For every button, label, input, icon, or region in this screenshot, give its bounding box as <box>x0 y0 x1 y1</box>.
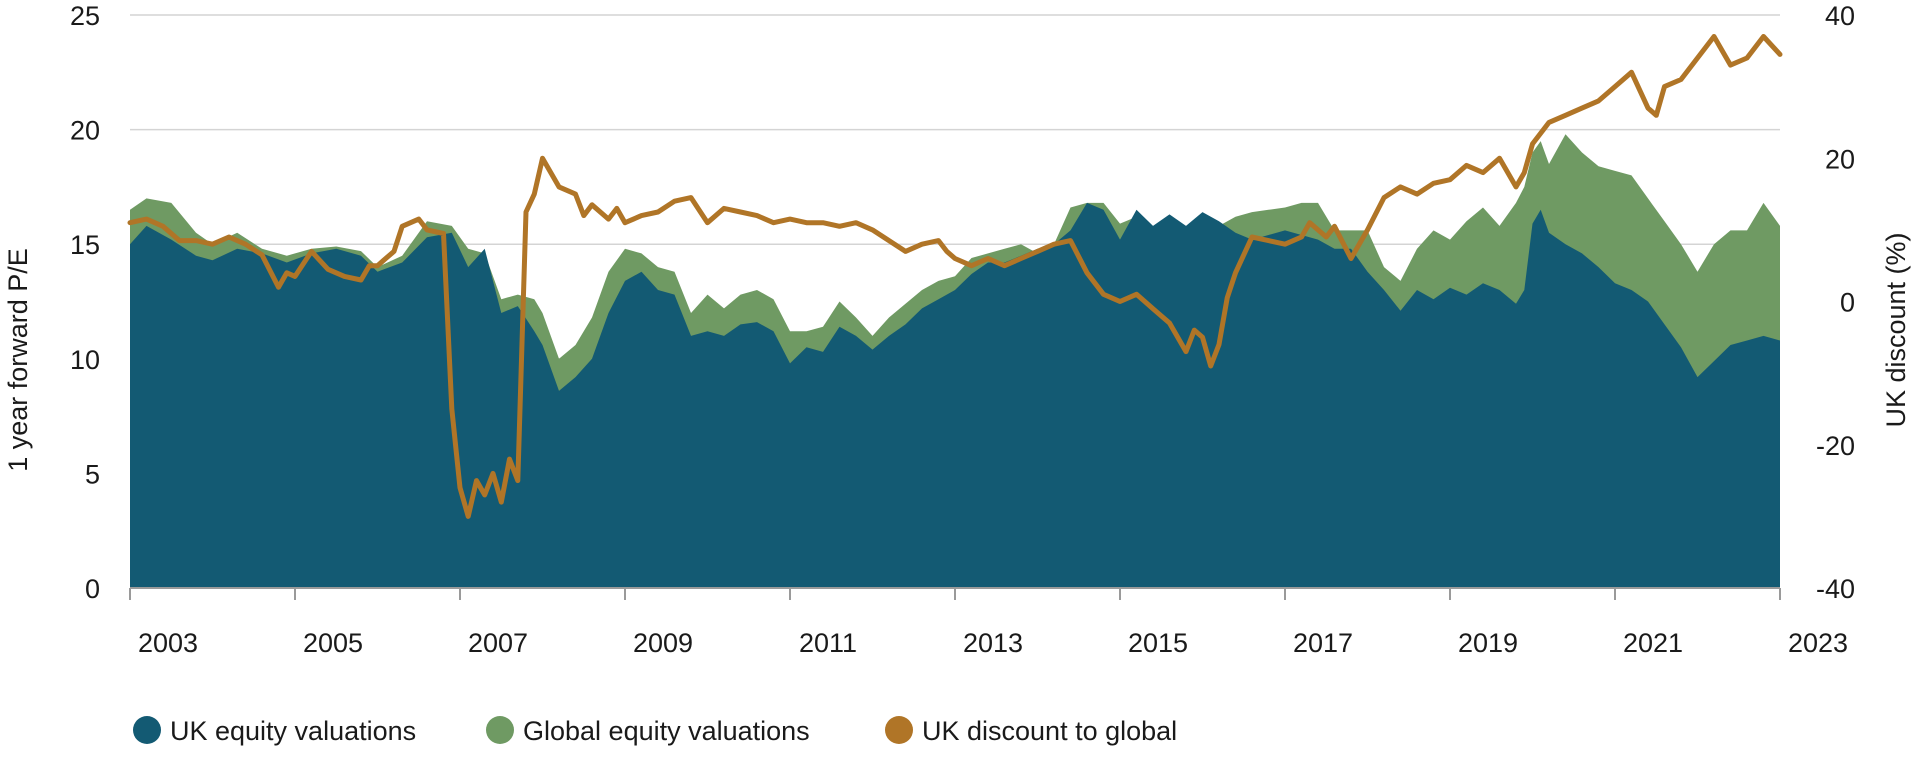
x-tick-label-2019: 2019 <box>1458 628 1518 658</box>
legend-item-uk-discount: UK discount to global <box>885 716 1177 746</box>
y2-tick-label-0: 0 <box>1840 288 1855 318</box>
x-tick-label-2023: 2023 <box>1788 628 1848 658</box>
y2-tick-label-40: 40 <box>1825 1 1855 31</box>
legend-swatch-uk-equity <box>133 716 161 744</box>
y-tick-label-5: 5 <box>85 459 100 489</box>
area-uk-equity-valuations <box>130 202 1780 588</box>
x-tick-label-2011: 2011 <box>799 628 857 658</box>
axes: 2003 2005 2007 2009 2011 2013 2015 2017 2019 2021… <box>70 1 1855 658</box>
y-tick-label-25: 25 <box>70 1 100 31</box>
line-series <box>127 34 1783 519</box>
legend-label-uk-equity: UK equity valuations <box>170 716 416 746</box>
y-axis-title: 1 year forward P/E <box>3 248 33 472</box>
y-tick-label-0: 0 <box>85 574 100 604</box>
legend-swatch-global-equity <box>486 716 514 744</box>
legend-item-global-equity: Global equity valuations <box>486 716 810 746</box>
x-tick-label-2021: 2021 <box>1623 628 1683 658</box>
y2-tick-label--20: -20 <box>1816 431 1855 461</box>
x-tick-label-2017: 2017 <box>1293 628 1353 658</box>
y2-tick-label--40: -40 <box>1816 574 1855 604</box>
y2-axis-title: UK discount (%) <box>1881 232 1911 427</box>
x-tick-label-2009: 2009 <box>633 628 693 658</box>
legend: UK equity valuations Global equity valua… <box>133 716 1177 746</box>
x-tick-label-2007: 2007 <box>468 628 528 658</box>
y-tick-label-10: 10 <box>70 345 100 375</box>
y-tick-label-15: 15 <box>70 230 100 260</box>
y-tick-label-20: 20 <box>70 116 100 146</box>
legend-item-uk-equity: UK equity valuations <box>133 716 416 746</box>
line-uk-discount-to-global <box>127 34 1783 519</box>
x-tick-label-2003: 2003 <box>138 628 198 658</box>
x-tick-label-2013: 2013 <box>963 628 1023 658</box>
legend-label-uk-discount: UK discount to global <box>922 716 1177 746</box>
legend-label-global-equity: Global equity valuations <box>523 716 810 746</box>
x-tick-label-2005: 2005 <box>303 628 363 658</box>
y2-tick-label-20: 20 <box>1825 144 1855 174</box>
x-tick-label-2015: 2015 <box>1128 628 1188 658</box>
area-series <box>130 134 1780 588</box>
legend-swatch-uk-discount <box>885 716 913 744</box>
